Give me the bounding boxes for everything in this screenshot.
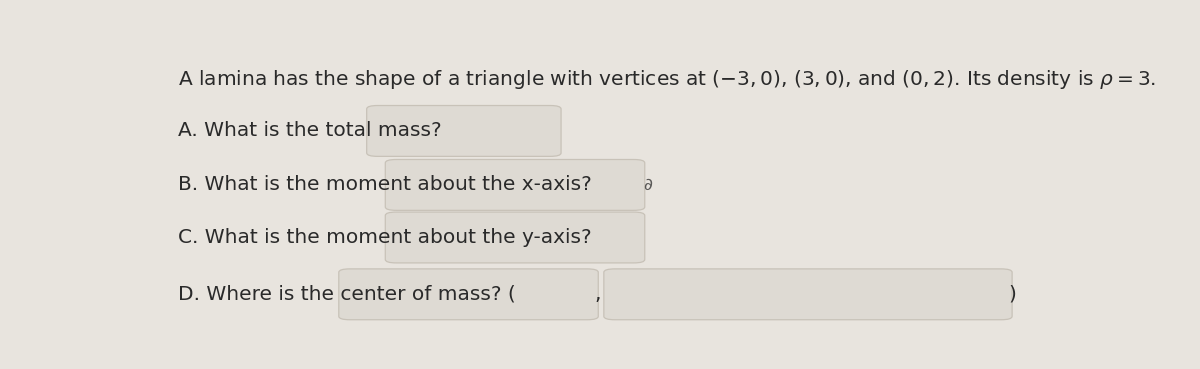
FancyBboxPatch shape bbox=[385, 212, 644, 263]
Text: ): ) bbox=[1008, 285, 1016, 304]
Text: A. What is the total mass?: A. What is the total mass? bbox=[178, 121, 442, 141]
FancyBboxPatch shape bbox=[385, 159, 644, 210]
Text: ,: , bbox=[594, 285, 601, 304]
FancyBboxPatch shape bbox=[367, 106, 562, 156]
Text: C. What is the moment about the y-axis?: C. What is the moment about the y-axis? bbox=[178, 228, 592, 247]
Text: D. Where is the center of mass? (: D. Where is the center of mass? ( bbox=[178, 285, 516, 304]
FancyBboxPatch shape bbox=[338, 269, 599, 320]
Text: B. What is the moment about the x-axis?: B. What is the moment about the x-axis? bbox=[178, 175, 592, 194]
Text: ∂: ∂ bbox=[643, 176, 652, 194]
FancyBboxPatch shape bbox=[604, 269, 1012, 320]
Text: A lamina has the shape of a triangle with vertices at $(-3, 0)$, $(3, 0)$, and $: A lamina has the shape of a triangle wit… bbox=[178, 68, 1156, 92]
